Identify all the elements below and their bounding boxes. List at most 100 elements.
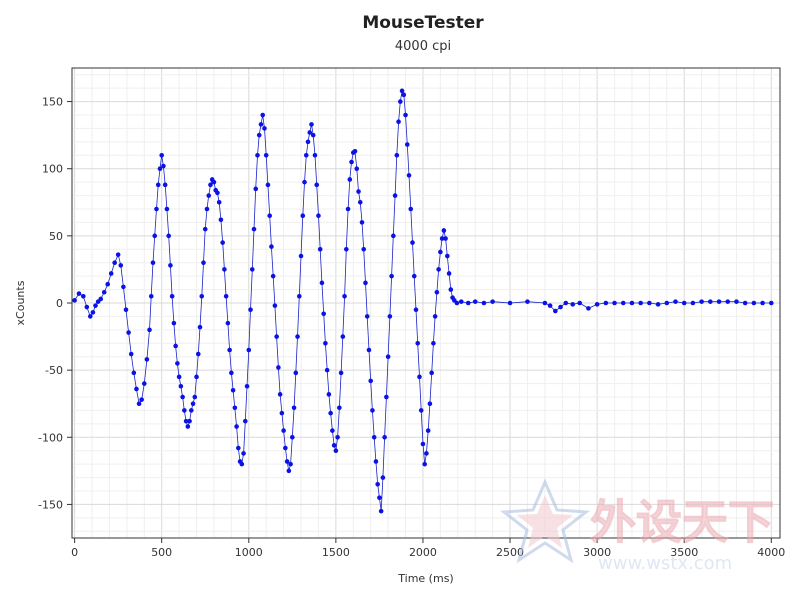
data-point bbox=[415, 340, 421, 346]
data-point bbox=[408, 206, 414, 212]
data-point bbox=[249, 267, 255, 272]
chart-title: MouseTester bbox=[362, 13, 484, 33]
data-point bbox=[189, 408, 194, 413]
data-point bbox=[218, 217, 224, 223]
y-tick-label: 50 bbox=[49, 230, 63, 243]
data-point bbox=[431, 340, 436, 346]
data-point bbox=[258, 122, 264, 127]
data-point bbox=[399, 88, 405, 94]
data-point bbox=[384, 394, 389, 400]
data-point bbox=[256, 132, 262, 138]
x-tick-label: 500 bbox=[151, 546, 172, 559]
data-point bbox=[481, 300, 487, 306]
data-point bbox=[136, 401, 142, 407]
data-point bbox=[81, 293, 86, 299]
data-point bbox=[216, 199, 222, 205]
data-point bbox=[123, 307, 129, 313]
data-point bbox=[90, 310, 96, 315]
data-point bbox=[357, 199, 363, 205]
y-tick-label: -100 bbox=[38, 431, 63, 444]
data-point bbox=[260, 112, 266, 118]
data-point bbox=[734, 299, 739, 304]
data-point bbox=[330, 428, 335, 433]
data-point bbox=[269, 244, 274, 249]
data-point bbox=[241, 451, 246, 456]
data-point bbox=[411, 273, 417, 279]
data-point bbox=[128, 351, 134, 357]
data-point bbox=[309, 122, 314, 127]
data-point bbox=[389, 273, 394, 279]
x-tick-label: 4000 bbox=[757, 546, 785, 559]
data-point bbox=[391, 233, 396, 239]
data-point bbox=[349, 159, 354, 165]
data-point bbox=[305, 139, 311, 145]
data-point bbox=[647, 300, 652, 306]
data-point bbox=[166, 233, 171, 239]
data-point bbox=[681, 300, 687, 306]
data-point bbox=[223, 293, 229, 299]
data-point bbox=[201, 260, 206, 266]
data-point bbox=[108, 271, 114, 276]
data-point bbox=[347, 177, 353, 182]
data-point bbox=[199, 293, 205, 299]
data-point bbox=[396, 119, 401, 125]
data-point bbox=[398, 99, 403, 104]
data-point bbox=[265, 182, 271, 188]
data-point bbox=[187, 418, 192, 424]
data-point bbox=[296, 293, 302, 299]
data-point bbox=[220, 240, 225, 245]
data-point bbox=[338, 370, 344, 376]
data-point bbox=[279, 410, 285, 416]
data-point bbox=[570, 302, 576, 307]
data-point bbox=[154, 206, 159, 212]
data-point bbox=[195, 351, 201, 357]
data-point bbox=[270, 273, 276, 279]
data-point bbox=[312, 152, 318, 158]
data-point bbox=[458, 299, 464, 304]
data-point bbox=[373, 459, 379, 464]
data-point bbox=[194, 374, 199, 380]
data-point bbox=[629, 300, 635, 306]
data-point bbox=[316, 213, 321, 219]
data-point bbox=[760, 300, 765, 306]
data-point bbox=[553, 308, 558, 314]
data-point bbox=[364, 314, 370, 319]
data-point bbox=[239, 461, 245, 467]
data-point bbox=[84, 304, 90, 310]
data-point bbox=[227, 347, 232, 353]
data-point bbox=[465, 300, 471, 306]
data-point bbox=[291, 405, 297, 411]
data-point bbox=[295, 334, 300, 339]
data-point bbox=[232, 405, 238, 411]
data-point bbox=[563, 300, 569, 306]
data-point bbox=[147, 327, 152, 333]
x-tick-label: 1000 bbox=[235, 546, 263, 559]
data-point bbox=[352, 148, 358, 154]
data-point bbox=[234, 424, 239, 429]
data-point bbox=[307, 130, 313, 135]
data-point bbox=[115, 252, 121, 257]
data-point bbox=[454, 300, 460, 306]
data-point bbox=[321, 311, 326, 317]
data-point bbox=[443, 236, 448, 241]
data-point bbox=[655, 302, 661, 307]
data-point bbox=[105, 281, 111, 287]
data-point bbox=[182, 408, 187, 413]
data-point bbox=[206, 193, 212, 198]
data-point bbox=[690, 300, 696, 306]
x-tick-label: 2500 bbox=[496, 546, 524, 559]
data-point bbox=[131, 370, 137, 376]
data-point bbox=[725, 299, 731, 304]
data-point bbox=[169, 293, 175, 299]
data-point bbox=[427, 401, 433, 407]
data-point bbox=[378, 508, 384, 514]
data-point bbox=[345, 206, 351, 212]
data-point bbox=[302, 179, 307, 185]
data-point bbox=[152, 233, 158, 239]
data-point bbox=[192, 394, 198, 400]
data-point bbox=[317, 246, 323, 252]
data-point bbox=[432, 314, 438, 319]
y-axis-title: xCounts bbox=[14, 280, 27, 325]
data-point bbox=[246, 347, 252, 353]
data-point bbox=[410, 240, 415, 245]
